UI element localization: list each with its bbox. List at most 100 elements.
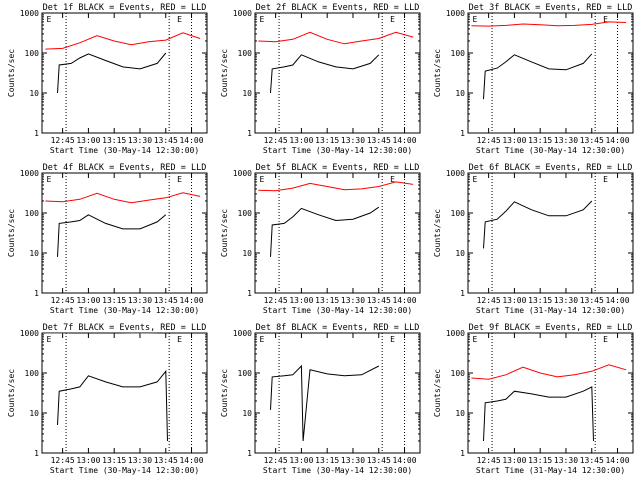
x-tick-label: 13:30 [128,296,152,305]
x-axis-label: Start Time (30-May-14 12:30:00) [50,466,199,475]
x-tick-label: 13:30 [341,456,365,465]
y-tick-label: 1 [247,129,252,138]
x-axis-label: Start Time (31-May-14 12:30:00) [476,306,625,315]
y-tick-label: 100 [238,369,253,378]
x-tick-label: 14:00 [179,456,203,465]
x-tick-label: 14:00 [605,296,629,305]
x-tick-label: 13:15 [102,136,126,145]
x-tick-label: 12:45 [51,456,75,465]
x-tick-label: 12:45 [477,296,501,305]
x-tick-label: 13:15 [102,456,126,465]
y-tick-label: 10 [242,409,252,418]
x-tick-label: 13:30 [341,296,365,305]
chart-panel-4: Det 4f BLACK = Events, RED = LLD 1 10 100 10… [7,163,208,315]
x-tick-label: 13:15 [315,136,339,145]
y-tick-label: 100 [25,49,40,58]
y-axis-label: Counts/sec [433,209,442,257]
y-tick-label: 1000 [20,169,39,178]
lld-series-line [471,364,627,380]
x-tick-label: 13:15 [528,456,552,465]
x-tick-label: 13:45 [580,136,604,145]
chart-title: Det 7f BLACK = Events, RED = LLD [43,323,207,333]
event-marker: E [603,335,608,344]
y-tick-label: 10 [455,249,465,258]
plot-frame [254,172,421,294]
plot-frame [467,12,634,134]
y-tick-label: 1000 [446,169,465,178]
event-marker: E [472,335,477,344]
x-tick-label: 14:00 [392,136,416,145]
event-marker: E [259,335,264,344]
x-tick-label: 13:00 [502,456,526,465]
events-series-line [57,214,167,257]
y-tick-label: 1000 [20,9,39,18]
x-tick-label: 13:00 [289,456,313,465]
y-tick-label: 100 [451,369,466,378]
y-axis-label: Counts/sec [7,209,16,257]
plot-frame [254,332,421,454]
x-tick-label: 13:15 [528,136,552,145]
x-tick-label: 14:00 [392,456,416,465]
y-tick-label: 10 [242,89,252,98]
plot-frame [41,12,208,134]
y-tick-label: 1000 [233,169,252,178]
chart-panel-3: Det 3f BLACK = Events, RED = LLD 1 10 100 10… [433,3,634,155]
x-tick-label: 13:30 [341,136,365,145]
y-tick-label: 100 [451,49,466,58]
chart-title: Det 8f BLACK = Events, RED = LLD [256,323,420,333]
y-tick-label: 1 [460,449,465,458]
chart-title: Det 6f BLACK = Events, RED = LLD [469,163,633,173]
x-tick-label: 12:45 [51,296,75,305]
x-tick-label: 13:30 [128,456,152,465]
events-series-line [57,369,168,442]
event-marker: E [46,15,51,24]
x-tick-label: 13:45 [154,136,178,145]
x-tick-label: 14:00 [179,296,203,305]
y-tick-label: 10 [29,249,39,258]
x-tick-label: 14:00 [605,456,629,465]
y-tick-label: 1 [34,289,39,298]
event-marker: E [390,15,395,24]
events-series-line [270,364,380,442]
x-tick-label: 13:00 [289,136,313,145]
x-tick-label: 13:45 [367,456,391,465]
x-axis-label: Start Time (30-May-14 12:30:00) [50,306,199,315]
y-tick-label: 1 [460,289,465,298]
x-tick-label: 12:45 [264,136,288,145]
events-series-line [57,52,167,94]
plot-frame [41,172,208,294]
y-axis-label: Counts/sec [220,369,229,417]
x-tick-label: 13:30 [128,136,152,145]
event-marker: E [177,15,182,24]
chart-panel-1: Det 1f BLACK = Events, RED = LLD 1 10 100 10… [7,3,208,155]
chart-title: Det 2f BLACK = Events, RED = LLD [256,3,420,13]
chart-title: Det 1f BLACK = Events, RED = LLD [43,3,207,13]
event-marker: E [603,15,608,24]
x-tick-label: 12:45 [51,136,75,145]
x-tick-label: 12:45 [264,456,288,465]
event-marker: E [46,175,51,184]
x-tick-label: 13:00 [502,136,526,145]
x-tick-label: 12:45 [477,456,501,465]
lld-series-line [258,181,414,192]
x-tick-label: 13:30 [554,296,578,305]
x-tick-label: 14:00 [392,296,416,305]
x-tick-label: 13:45 [154,296,178,305]
chart-panel-7: Det 7f BLACK = Events, RED = LLD 1 10 100 10… [7,323,208,475]
x-tick-label: 13:00 [76,296,100,305]
y-axis-label: Counts/sec [433,369,442,417]
event-marker: E [259,15,264,24]
plot-frame [467,172,634,294]
x-tick-label: 13:30 [554,456,578,465]
y-tick-label: 1 [247,289,252,298]
y-tick-label: 1000 [233,9,252,18]
event-marker: E [177,335,182,344]
chart-panel-5: Det 5f BLACK = Events, RED = LLD 1 10 100 10… [220,163,421,315]
x-tick-label: 13:45 [367,296,391,305]
y-tick-label: 1 [247,449,252,458]
y-tick-label: 10 [29,89,39,98]
x-tick-label: 13:45 [580,456,604,465]
chart-title: Det 9f BLACK = Events, RED = LLD [469,323,633,333]
x-tick-label: 12:45 [264,296,288,305]
chart-panel-2: Det 2f BLACK = Events, RED = LLD 1 10 100 10… [220,3,421,155]
